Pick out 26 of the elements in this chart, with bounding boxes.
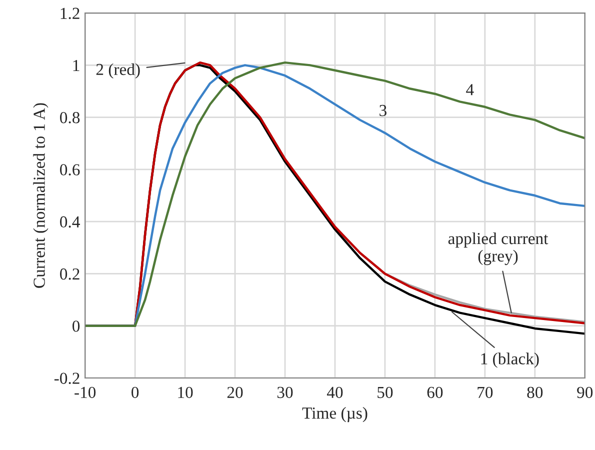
y-tick-label: 0.6 xyxy=(60,164,80,176)
x-tick-label: -10 xyxy=(74,386,96,398)
y-tick-label: 1.2 xyxy=(60,8,80,20)
x-tick-label: 90 xyxy=(577,386,593,398)
y-tick-label: 0.2 xyxy=(60,268,80,280)
annotation: 2 (red) xyxy=(96,63,140,78)
x-tick-label: 40 xyxy=(326,386,343,398)
x-tick-label: 10 xyxy=(178,386,193,398)
y-tick-label: 1 xyxy=(73,60,80,71)
y-tick-label: 0 xyxy=(72,320,80,332)
annotation: applied current (grey) xyxy=(448,232,548,266)
annotation: 1 (black) xyxy=(481,352,539,368)
x-tick-label: 60 xyxy=(427,386,443,398)
y-tick-label: -0.2 xyxy=(54,372,80,384)
annotation: 4 xyxy=(466,84,474,96)
x-tick-label: 70 xyxy=(478,386,493,398)
x-tick-label: 50 xyxy=(378,386,393,398)
y-tick-label: 0.8 xyxy=(60,112,80,124)
x-tick-label: 20 xyxy=(227,386,243,398)
y-tick-label: 0.4 xyxy=(60,216,80,228)
annotation: 3 xyxy=(380,104,386,116)
x-tick-label: 80 xyxy=(527,386,543,398)
x-axis-title: Time (µs) xyxy=(302,407,368,422)
x-tick-label: 0 xyxy=(132,386,139,398)
x-tick-label: 30 xyxy=(277,386,293,398)
y-axis-title: Current (normalized to 1 A) xyxy=(33,103,48,288)
